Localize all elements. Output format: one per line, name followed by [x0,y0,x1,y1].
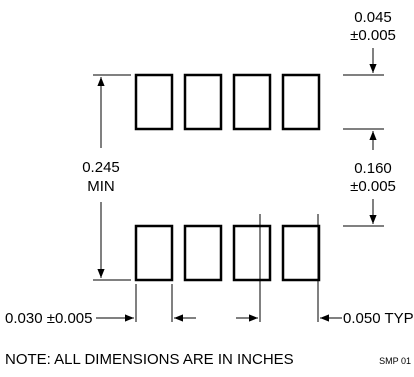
bottom-pad-3 [232,224,272,282]
row-spacing-dimension: 0.245 MIN [82,74,131,281]
pad-length-value: 0.045 [354,9,392,26]
top-pad-1 [134,73,174,131]
pitch-label: 0.050 TYP [343,310,414,327]
drawing-code: SMP 01 [379,356,411,366]
units-note: NOTE: ALL DIMENSIONS ARE IN INCHES [5,351,294,368]
row-spacing-qualifier: MIN [87,178,115,195]
pad-width-label: 0.030 ±0.005 [5,310,93,327]
top-pad-row [134,73,321,131]
bottom-pad-2 [183,224,223,282]
top-pad-2 [183,73,223,131]
pad-width-dimension: 0.030 ±0.005 [5,284,196,327]
pad-length-dimension: 0.045 ±0.005 [343,9,396,150]
bottom-pad-4 [281,224,321,282]
inner-gap-tolerance: ±0.005 [350,178,396,195]
top-pad-4 [281,73,321,131]
bottom-pad-row [134,224,321,282]
bottom-pad-1 [134,224,174,282]
pad-length-tolerance: ±0.005 [350,27,396,44]
inner-gap-value: 0.160 [354,160,392,177]
pitch-dimension: 0.050 TYP [236,214,414,327]
inner-gap-dimension: 0.160 ±0.005 [343,160,396,227]
row-spacing-value: 0.245 [82,159,120,176]
top-pad-3 [232,73,272,131]
